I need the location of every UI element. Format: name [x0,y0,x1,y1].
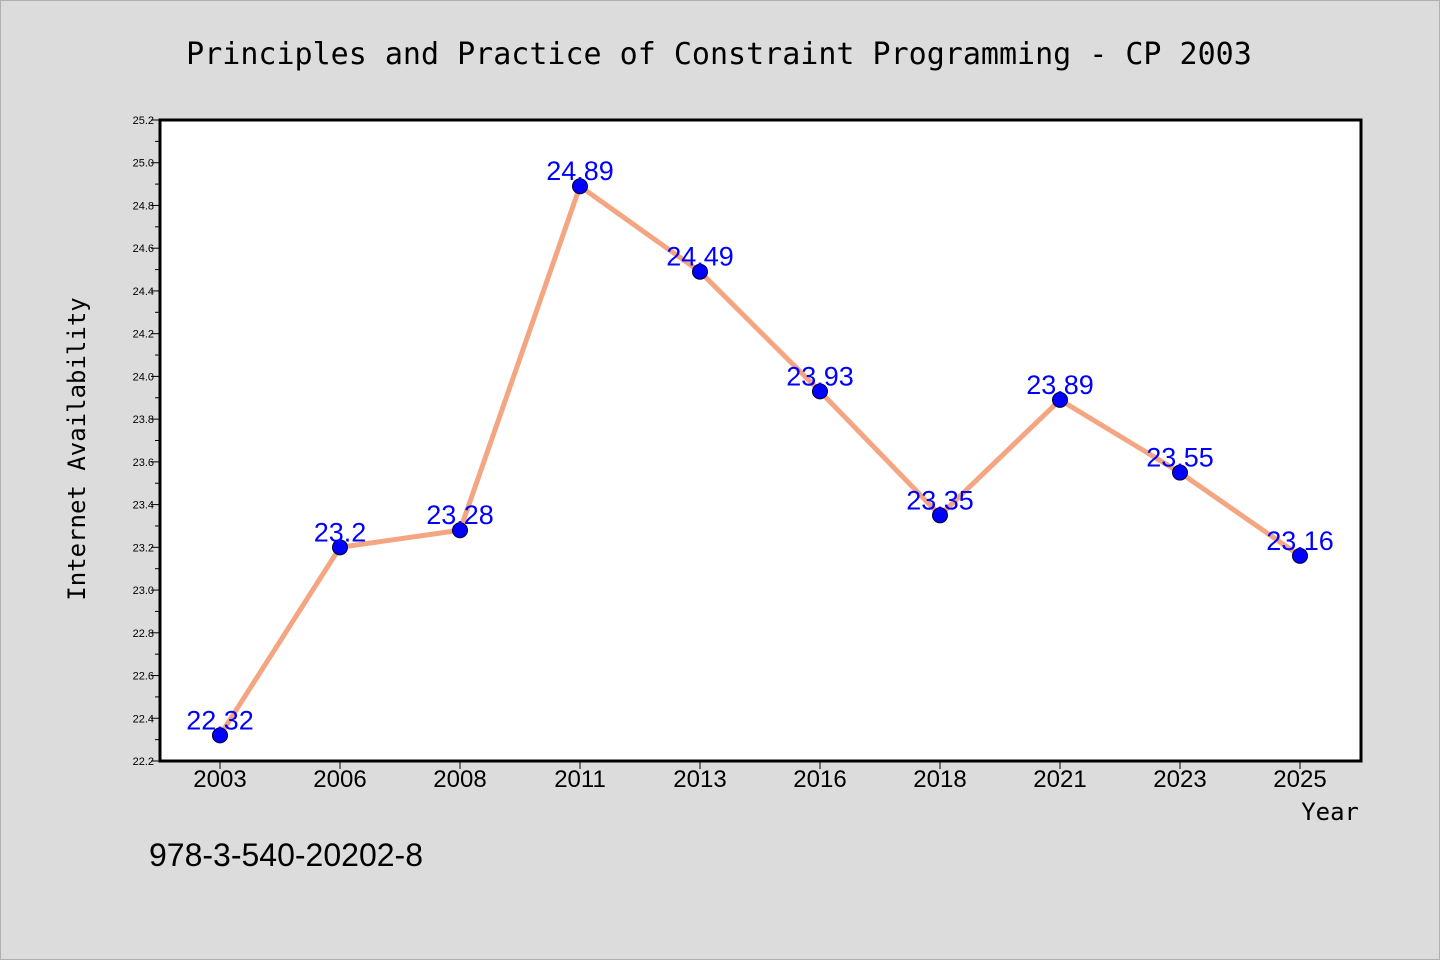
y-axis-label: Internet Availability [63,297,91,600]
data-point [452,522,468,539]
data-point [692,263,708,280]
y-tick-label: 22.4 [133,713,154,725]
data-point [1052,391,1068,408]
data-point [1292,547,1308,564]
data-label: 23.16 [1266,526,1334,556]
y-tick-label: 22.8 [133,628,154,640]
data-label: 23.89 [1026,370,1094,400]
x-tick-label: 2018 [913,766,966,793]
x-tick-label: 2003 [193,766,246,793]
x-axis: 2003 2006 2008 2011 2013 2016 2018 2021 2023 2025 [193,761,1327,793]
plot-area [158,118,1363,763]
x-tick-label: 2023 [1153,766,1206,793]
data-markers [212,178,1308,744]
y-tick-label: 24.2 [133,329,154,341]
x-tick-label: 2025 [1273,766,1326,793]
data-labels: 22.32 23.2 23.28 24.89 24.49 23.93 23.35 23.89 2… [186,156,1334,735]
y-tick-label: 23.6 [133,457,154,469]
data-label: 23.35 [906,485,974,515]
data-label: 24.89 [546,156,614,186]
y-tick-label: 24.0 [133,371,154,383]
y-tick-label: 22.6 [133,671,154,683]
data-label: 23.2 [314,517,367,547]
x-tick-label: 2011 [554,766,606,793]
y-tick-label: 24.4 [133,286,154,298]
x-tick-label: 2006 [313,766,366,793]
data-point [572,178,588,195]
x-axis-label: Year [1301,798,1359,826]
data-point [332,539,348,556]
x-tick-label: 2008 [433,766,486,793]
y-tick-label: 25.0 [133,158,154,170]
y-tick-label: 24.8 [133,200,154,212]
y-tick-label: 23.2 [133,542,154,554]
footnote: 978-3-540-20202-8 [149,837,423,873]
x-tick-label: 2016 [793,766,846,793]
y-tick-label: 23.4 [133,500,154,512]
y-tick-label: 23.8 [133,414,154,426]
data-point [812,383,828,400]
data-label: 23.28 [426,500,494,530]
series-line [217,183,1303,738]
y-tick-label: 23.0 [133,585,154,597]
data-label: 24.49 [666,242,734,272]
data-point [1172,464,1188,481]
chart-title: Principles and Practice of Constraint Pr… [186,37,1252,72]
data-point [932,507,948,524]
x-tick-label: 2021 [1033,766,1086,793]
x-tick-label: 2013 [673,766,726,793]
y-tick-label: 25.2 [133,115,154,127]
y-tick-label: 22.2 [133,756,154,768]
y-tick-label: 24.6 [133,243,154,255]
data-label: 23.93 [786,361,854,391]
y-axis: 22.2 22.4 22.6 22.8 23.0 23.2 23.4 23.6 23.8 24.0… [133,115,160,768]
data-label: 22.32 [186,705,254,735]
data-label: 23.55 [1146,443,1214,473]
data-point [212,727,228,744]
